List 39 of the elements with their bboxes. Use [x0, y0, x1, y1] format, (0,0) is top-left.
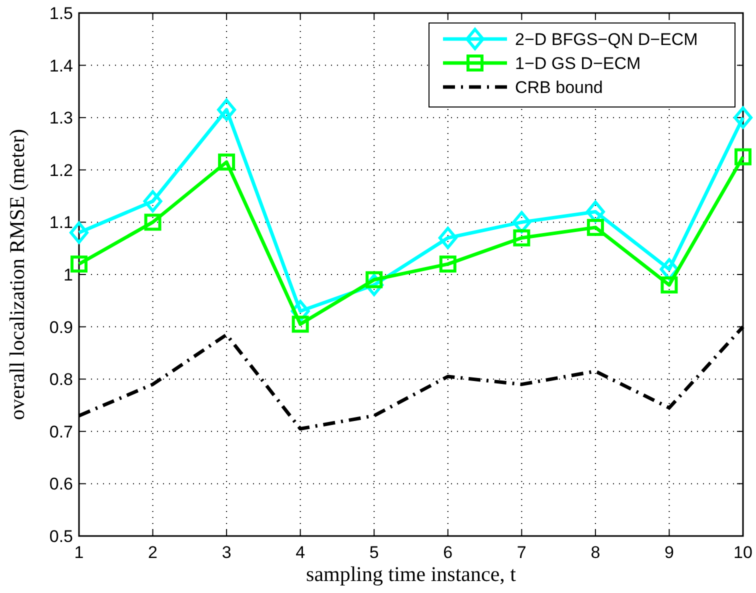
x-tick-label: 4 — [296, 543, 306, 562]
y-tick-label: 0.9 — [49, 318, 73, 337]
point — [734, 148, 752, 166]
legend-label: 2−D BFGS−QN D−ECM — [515, 30, 698, 49]
point — [70, 256, 88, 273]
y-tick-label: 0.6 — [49, 474, 73, 494]
point — [438, 226, 458, 249]
point — [660, 276, 678, 294]
point — [144, 214, 162, 231]
y-axis-title: overall localization RMSE (meter) — [5, 129, 29, 420]
y-tick-label: 1 — [64, 266, 73, 284]
point — [143, 190, 162, 212]
point — [439, 256, 456, 273]
point — [217, 98, 236, 121]
legend-label: CRB bound — [515, 78, 603, 97]
point — [586, 218, 604, 236]
point — [366, 271, 383, 288]
point — [218, 154, 236, 171]
x-axis-title: sampling time instance, t — [306, 562, 516, 586]
point — [292, 316, 309, 333]
x-tick-label: 8 — [590, 543, 600, 562]
y-tick-label: 1.2 — [49, 160, 73, 180]
y-tick-label: 0.8 — [49, 370, 73, 390]
x-tick-label: 9 — [664, 543, 674, 562]
x-tick-label: 3 — [222, 543, 232, 562]
legend-label: 1−D GS D−ECM — [515, 54, 641, 73]
x-tick-label: 7 — [516, 543, 526, 562]
y-tick-label: 1.3 — [49, 108, 73, 128]
x-tick-label: 10 — [734, 543, 752, 562]
y-tick-label: 1.4 — [49, 56, 73, 76]
x-tick-label: 5 — [369, 543, 379, 562]
y-tick-label: 0.5 — [49, 527, 73, 546]
x-tick-label: 6 — [443, 543, 453, 562]
x-tick-label: 2 — [148, 543, 158, 562]
point — [513, 229, 530, 246]
point — [734, 106, 752, 129]
y-tick-label: 1.5 — [49, 4, 73, 23]
y-tick-label: 1.1 — [49, 213, 73, 232]
y-tick-label: 0.7 — [49, 422, 73, 442]
